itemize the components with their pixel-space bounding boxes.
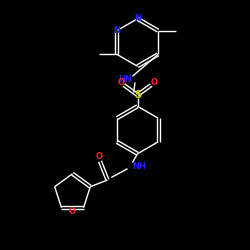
- Text: NH: NH: [132, 162, 146, 171]
- Text: HN: HN: [118, 76, 132, 84]
- Text: O: O: [95, 152, 102, 161]
- Text: O: O: [150, 78, 157, 87]
- Text: S: S: [134, 90, 141, 100]
- Text: N: N: [114, 26, 120, 35]
- Text: O: O: [118, 78, 125, 87]
- Text: N: N: [134, 14, 141, 23]
- Text: O: O: [69, 207, 76, 216]
